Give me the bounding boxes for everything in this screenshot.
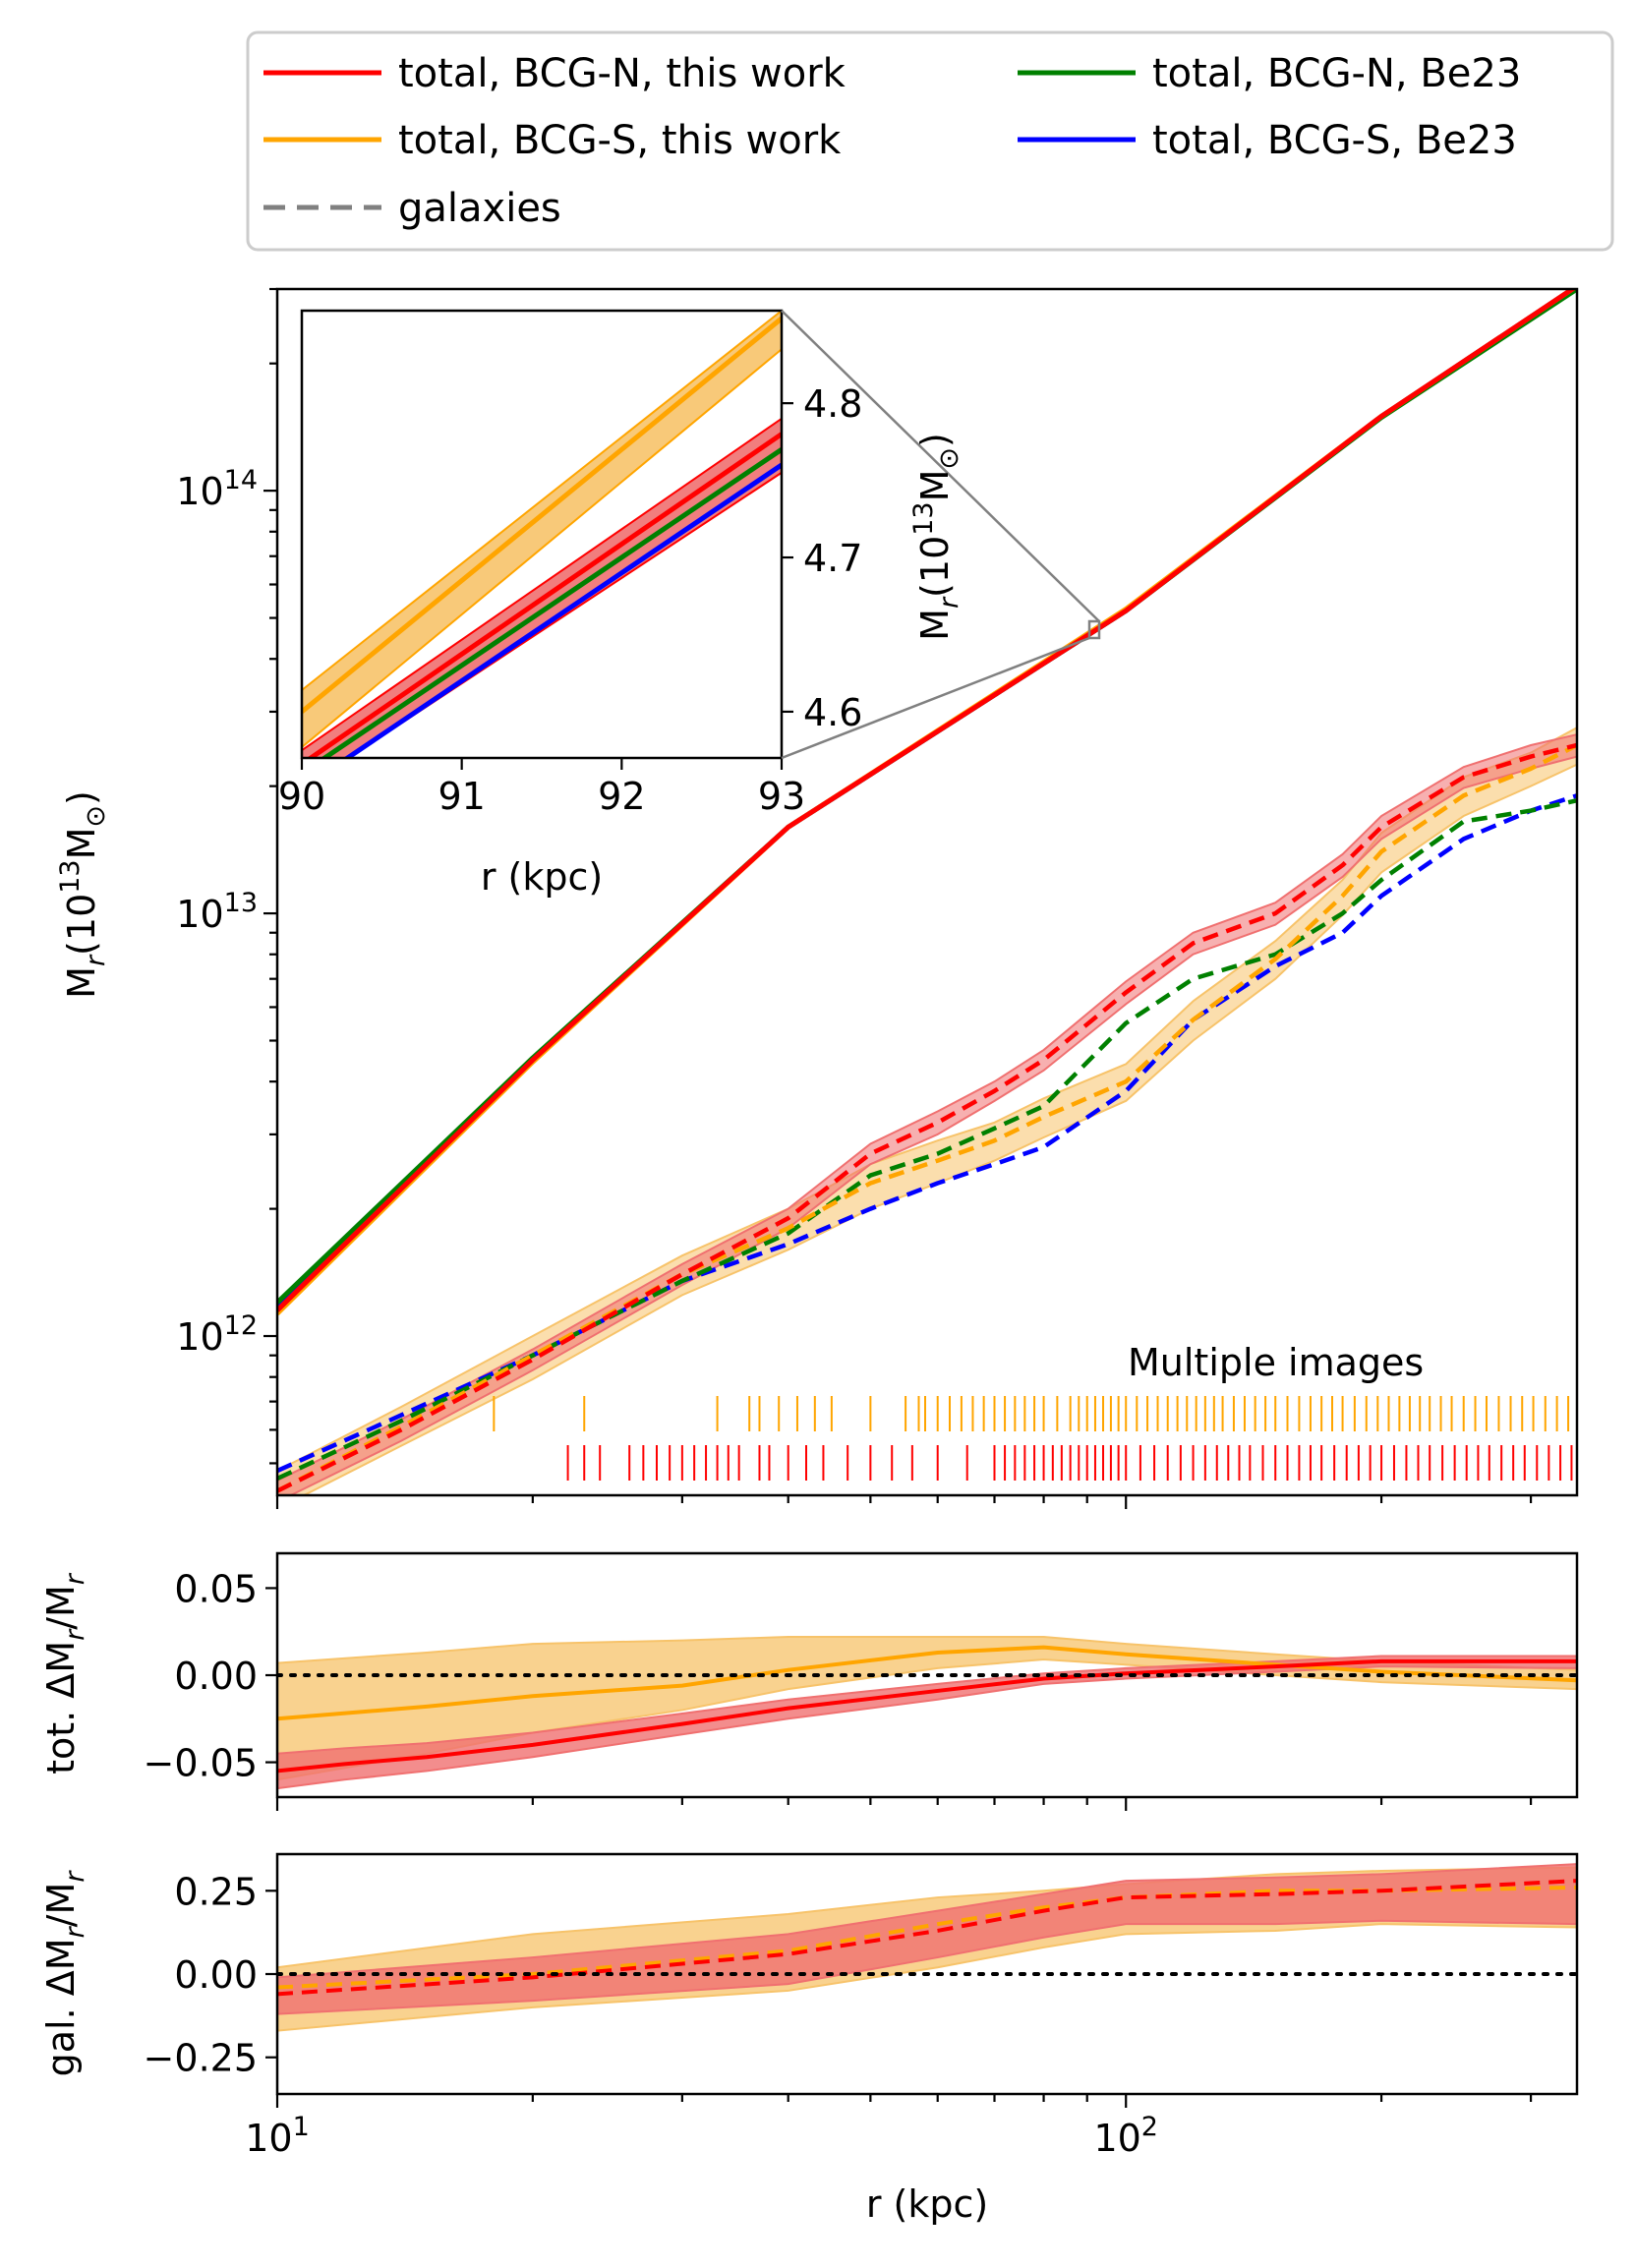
total-residual-panel: 0.05 0.00 −0.05 tot. ΔMr/Mr (39, 1551, 1579, 1811)
inset-frame (300, 309, 784, 760)
bot-y-tick-label: 0.25 (174, 1870, 258, 1913)
legend-label-bcg-n-be23: total, BCG-N, Be23 (1152, 51, 1521, 96)
main-y-tick-label: 1014 (176, 465, 258, 513)
mid-y-tick-label: 0.00 (174, 1655, 258, 1698)
inset-x-tick-label: 93 (758, 775, 805, 818)
inset-series-total-bcg-n-be23 (320, 447, 782, 758)
legend: total, BCG-N, this work total, BCG-S, th… (246, 30, 1614, 252)
zoom-connector-bottom (781, 636, 1090, 760)
inset-y-tick-label: 4.7 (803, 537, 862, 580)
inset-x-tick-label: 92 (598, 775, 645, 818)
bot-x-axis-label: r (kpc) (866, 2182, 988, 2226)
inset-series-total-bcg-s-this-work (302, 316, 782, 714)
multiple-images-annotation: Multiple images (1128, 1341, 1424, 1384)
mid-y-axis-label: tot. ΔMr/Mr (39, 1572, 90, 1774)
mid-y-tick-label: 0.05 (174, 1567, 258, 1610)
bot-y-tick-label: 0.00 (174, 1953, 258, 1997)
series-galaxies-bcg-n-be23 (277, 798, 1577, 1482)
bot-x-tick-label: 102 (1093, 2112, 1158, 2160)
zoom-region-indicator (1087, 619, 1101, 640)
main-panel: Multiple images 1012 1013 1014 Mr(1013M⊙) (55, 287, 1579, 1509)
series-galaxies-bcg-n-this-work (277, 742, 1577, 1493)
legend-frame (246, 30, 1614, 252)
inset-y-axis-label: Mr(1013M⊙) (908, 433, 964, 641)
inset-y-tick-label: 4.6 (803, 691, 862, 734)
bot-band-bcg-n (277, 1863, 1577, 2015)
legend-label-bcg-s-this-work: total, BCG-S, this work (398, 118, 842, 163)
mid-band-bcg-n (277, 1655, 1577, 1790)
galaxy-residual-panel: 101 102 0.25 0.00 −0.25 gal. ΔMr/Mr r (kpc) (39, 1852, 1579, 2226)
bot-y-tick-label: −0.25 (144, 2037, 258, 2080)
inset-band-total-bcg-n-this-work (302, 417, 782, 758)
bot-series-bcg-n (277, 1879, 1577, 1997)
legend-label-galaxies: galaxies (398, 186, 561, 231)
series-total-bcg-n-this-work (277, 289, 1577, 1312)
bot-series-bcg-s (277, 1885, 1577, 1990)
series-galaxies-bcg-s-be23 (277, 793, 1577, 1474)
main-y-tick-label: 1013 (176, 888, 258, 936)
bot-x-tick-label: 101 (245, 2112, 310, 2160)
band-galaxies-bcg-n-this-work (277, 733, 1577, 1495)
inset-series-total-bcg-s-be23 (343, 462, 782, 758)
zoom-connector-top (781, 310, 1100, 622)
bot-y-axis-label: gal. ΔMr/Mr (39, 1870, 90, 2077)
main-plot-frame (275, 287, 1579, 1497)
mid-y-tick-label: −0.05 (144, 1742, 258, 1785)
inset-panel: 90 91 92 93 4.6 4.7 4.8 r (kpc) Mr(1013M⊙) (278, 309, 1101, 899)
legend-label-bcg-s-be23: total, BCG-S, Be23 (1152, 118, 1517, 163)
main-y-tick-label: 1012 (176, 1310, 258, 1359)
inset-x-axis-label: r (kpc) (481, 855, 603, 899)
mid-series-bcg-n (277, 1658, 1577, 1774)
inset-x-tick-label: 91 (438, 775, 485, 818)
mid-series-bcg-s (277, 1645, 1577, 1721)
main-y-axis-label: Mr(1013M⊙) (55, 790, 111, 999)
inset-series-total-bcg-n-this-work (306, 432, 782, 758)
inset-x-tick-label: 90 (278, 775, 325, 818)
inset-y-tick-label: 4.8 (803, 382, 862, 426)
legend-label-bcg-n-this-work: total, BCG-N, this work (398, 51, 847, 96)
